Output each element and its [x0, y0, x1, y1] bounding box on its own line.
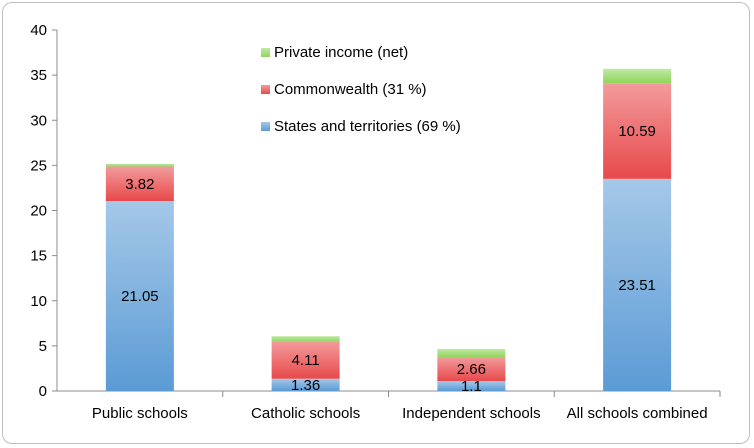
x-tick-label: Independent schools: [402, 405, 540, 422]
y-tick-label: 20: [30, 203, 47, 220]
bar-segment: [603, 68, 672, 84]
y-tick-label: 40: [30, 22, 47, 39]
data-label: 2.66: [457, 361, 486, 378]
data-label: 4.11: [292, 352, 320, 369]
legend: Private income (net) Commonwealth (31 %) S…: [261, 44, 461, 135]
y-tick-label: 5: [39, 338, 47, 355]
bar-segment: [105, 163, 174, 167]
legend-swatch: [261, 48, 270, 57]
y-tick-label: 35: [30, 67, 47, 84]
data-label: 1.1: [461, 378, 482, 395]
y-tick-label: 10: [30, 293, 47, 310]
x-tick-label: Public schools: [92, 405, 188, 422]
legend-label: States and territories (69 %): [274, 118, 461, 135]
data-label: 23.51: [618, 277, 656, 294]
bar-segment: [437, 348, 506, 358]
data-label: 21.05: [121, 288, 159, 305]
y-tick-label: 0: [39, 383, 47, 400]
legend-swatch: [261, 85, 270, 94]
bar-segment: [271, 378, 340, 391]
bar-segment: [271, 341, 340, 379]
y-tick-label: 15: [30, 248, 47, 265]
legend-label: Private income (net): [274, 44, 408, 61]
data-label: 10.59: [618, 123, 656, 140]
bar-segment: [105, 166, 174, 202]
y-tick-label: 30: [30, 112, 47, 129]
bars: [105, 68, 672, 391]
bar-segment: [603, 83, 672, 179]
y-tick-label: 25: [30, 157, 47, 174]
legend-swatch: [261, 122, 270, 131]
bar-segment: [437, 381, 506, 391]
bar-segment: [603, 178, 672, 391]
data-label: 3.82: [125, 176, 154, 193]
data-labels: 21.05 3.82 1.36 4.11 1.12.66 23.51 10.59: [121, 123, 656, 395]
bar-segment: [271, 336, 340, 342]
bar-segment: [437, 357, 506, 382]
x-tick-label: All schools combined: [567, 405, 708, 422]
bar-segment: [105, 201, 174, 391]
data-label: 1.36: [291, 377, 320, 394]
x-tick-label: Catholic schools: [251, 405, 360, 422]
legend-label: Commonwealth (31 %): [274, 81, 427, 98]
